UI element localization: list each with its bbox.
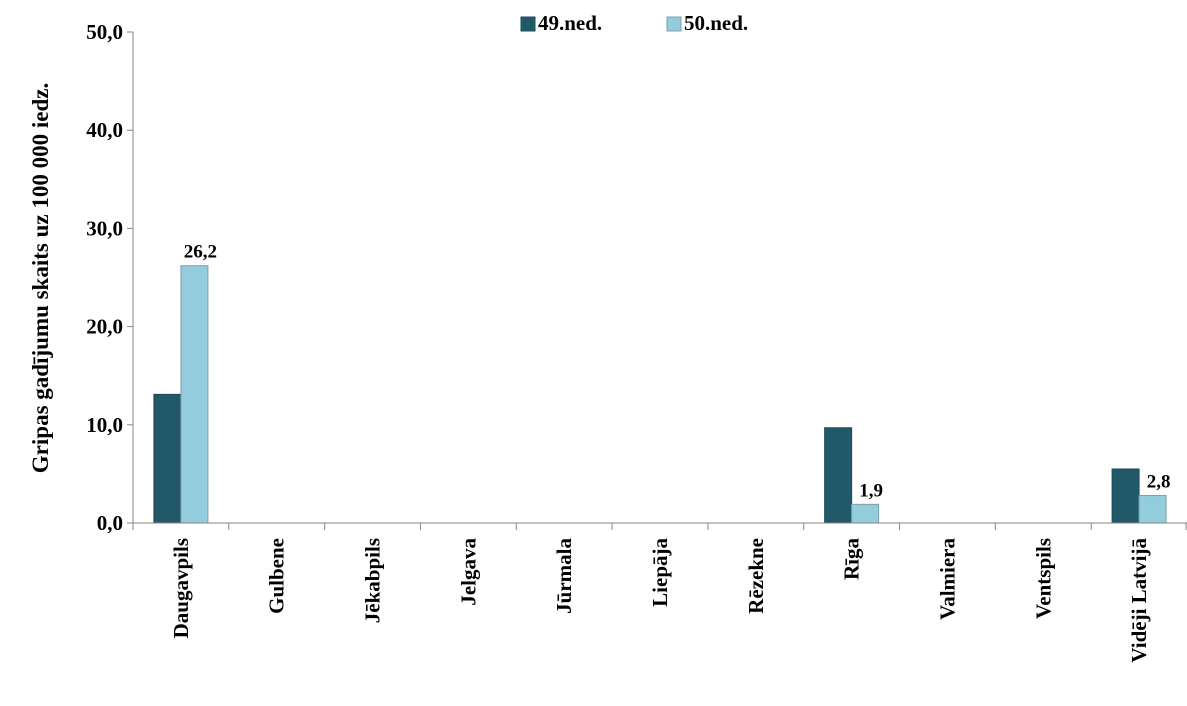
y-tick-label: 50,0 <box>86 20 123 44</box>
x-tick-label: Vidēji Latvijā <box>1127 538 1151 663</box>
x-tick-label: Jelgava <box>456 538 480 606</box>
data-label: 2,8 <box>1147 472 1171 493</box>
x-tick-label: Valmiera <box>935 538 959 621</box>
legend-label: 49.ned. <box>538 11 602 35</box>
x-tick-label: Jēkabpils <box>361 538 385 623</box>
data-label: 1,9 <box>859 480 883 501</box>
y-tick-label: 20,0 <box>86 315 123 339</box>
bars: 26,2 1,9 2,8 <box>153 242 1171 524</box>
data-label: 26,2 <box>184 242 217 263</box>
y-tick-label: 10,0 <box>86 413 123 437</box>
legend-label: 50.ned. <box>684 11 748 35</box>
y-tick-label: 30,0 <box>86 216 123 240</box>
legend: 49.ned. 50.ned. <box>520 11 748 35</box>
x-tick-label: Liepāja <box>648 538 672 607</box>
bar-50ned <box>180 265 209 524</box>
y-axis: 0,0 10,0 20,0 30,0 40,0 50,0 <box>86 20 134 535</box>
y-tick-label: 0,0 <box>97 511 123 535</box>
legend-swatch <box>520 16 536 32</box>
x-tick-label: Ventspils <box>1031 538 1055 619</box>
bar-50ned <box>1138 495 1167 524</box>
y-tick-label: 40,0 <box>86 118 123 142</box>
x-tick-label: Rēzekne <box>744 538 768 614</box>
bar-50ned <box>851 503 880 524</box>
legend-swatch <box>666 16 682 32</box>
x-tick-label: Daugavpils <box>169 538 193 638</box>
bar-49ned <box>153 393 182 524</box>
bar-49ned <box>1111 468 1140 524</box>
x-tick-label: Jūrmala <box>552 538 576 614</box>
x-axis: Daugavpils Gulbene Jēkabpils Jelgava Jūrmala… <box>132 522 1187 663</box>
x-tick-label: Gulbene <box>265 538 289 614</box>
x-tick-label: Rīga <box>840 538 864 581</box>
bar-49ned <box>824 427 853 524</box>
y-axis-label: Gripas gadījumu skaits uz 100 000 iedz. <box>28 83 53 473</box>
